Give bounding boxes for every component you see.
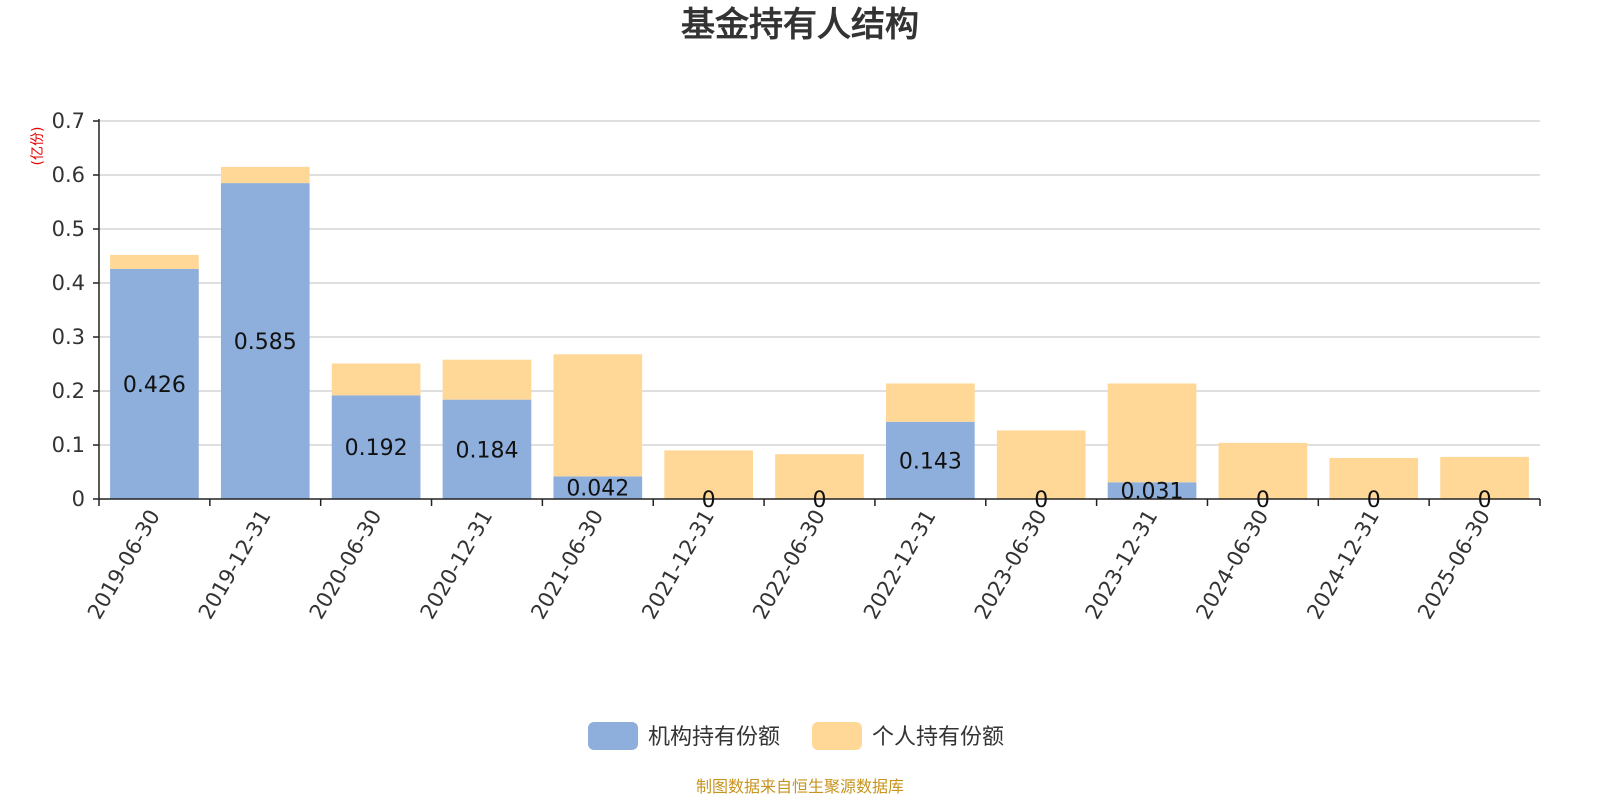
x-tick-label: 2022-06-30 [748, 506, 830, 624]
data-label-institutional-2019-06-30: 0.426 [123, 373, 186, 398]
y-axis-unit: (亿份) [30, 127, 46, 166]
bar-individual-2023-06-30[interactable] [996, 430, 1086, 499]
y-tick-label: 0.2 [52, 379, 85, 403]
y-tick-label: 0.3 [52, 325, 85, 349]
bar-institutional-2020-06-30[interactable] [331, 395, 421, 499]
data-label-institutional-2020-12-31: 0.184 [455, 438, 518, 463]
bar-individual-2021-12-31[interactable] [664, 450, 753, 499]
data-source-note: 制图数据来自恒生聚源数据库 [696, 777, 904, 796]
bar-individual-2020-06-30[interactable] [331, 363, 421, 396]
bar-individual-2022-06-30[interactable] [775, 454, 864, 499]
x-tick-label: 2024-06-30 [1191, 506, 1273, 624]
grid-lines [99, 120, 1540, 446]
bar-institutional-2019-12-31[interactable] [220, 183, 310, 499]
x-tick-label: 2024-12-31 [1302, 506, 1384, 624]
bar-individual-2022-12-31[interactable] [886, 383, 975, 422]
data-label-institutional-2020-06-30: 0.192 [345, 436, 408, 461]
data-label-institutional-2021-12-31: 0 [702, 488, 716, 513]
x-tick-label: 2022-12-31 [859, 506, 941, 624]
bar-individual-2025-06-30[interactable] [1440, 456, 1529, 499]
bar-individual-2020-12-31[interactable] [442, 359, 532, 400]
y-tick-label: 0.1 [52, 433, 85, 457]
legend-swatch-institutional[interactable] [588, 722, 638, 750]
chart-title: 基金持有人结构 [681, 5, 919, 45]
y-tick-label: 0.7 [52, 109, 85, 133]
x-tick-label: 2020-06-30 [305, 506, 387, 624]
legend-label-institutional[interactable]: 机构持有份额 [648, 725, 780, 750]
x-tick-label: 2025-06-30 [1413, 506, 1495, 624]
x-tick-label: 2023-12-31 [1081, 506, 1163, 624]
x-tick-label: 2021-06-30 [526, 506, 608, 624]
bar-individual-2019-06-30[interactable] [110, 254, 199, 269]
bar-individual-2024-12-31[interactable] [1329, 457, 1419, 499]
data-label-institutional-2024-06-30: 0 [1256, 488, 1270, 513]
bar-institutional-2022-12-31[interactable] [886, 421, 975, 499]
data-labels: 0.426 0.585 0.192 0.184 0.042 0 0 0.143 0 0.031 0 0… [123, 330, 1492, 513]
bar-institutional-2023-12-31[interactable] [1107, 482, 1197, 499]
x-tick-label: 2020-12-31 [415, 506, 497, 624]
bar-institutional-2021-06-30[interactable] [553, 476, 643, 499]
y-tick-label: 0.6 [52, 163, 85, 187]
data-label-institutional-2025-06-30: 0 [1478, 488, 1492, 513]
bar-institutional-2020-12-31[interactable] [442, 399, 532, 499]
data-label-institutional-2022-06-30: 0 [813, 488, 827, 513]
y-tick-label: 0 [72, 487, 85, 511]
data-label-institutional-2019-12-31: 0.585 [234, 330, 297, 355]
y-tick-label: 0.4 [52, 271, 85, 295]
x-tick-label: 2019-06-30 [83, 506, 165, 624]
x-tick-label: 2021-12-31 [637, 506, 719, 624]
data-label-institutional-2023-06-30: 0 [1034, 488, 1048, 513]
legend-swatch-individual[interactable] [812, 722, 862, 750]
data-label-institutional-2024-12-31: 0 [1367, 488, 1381, 513]
data-label-institutional-2021-06-30: 0.042 [566, 477, 629, 502]
y-tick-label: 0.5 [52, 217, 85, 241]
bar-individual-2023-12-31[interactable] [1107, 383, 1197, 483]
bar-individual-2024-06-30[interactable] [1218, 442, 1308, 499]
data-label-institutional-2023-12-31: 0.031 [1121, 480, 1184, 505]
bars [110, 166, 1529, 499]
bar-individual-2019-12-31[interactable] [220, 166, 310, 184]
bar-individual-2021-06-30[interactable] [553, 354, 643, 477]
bar-institutional-2019-06-30[interactable] [110, 268, 199, 499]
legend: 机构持有份额 个人持有份额 [588, 722, 1004, 750]
x-tick-label: 2019-12-31 [194, 506, 276, 624]
x-tick-label: 2023-06-30 [970, 506, 1052, 624]
legend-label-individual[interactable]: 个人持有份额 [872, 725, 1004, 750]
data-label-institutional-2022-12-31: 0.143 [899, 449, 962, 474]
